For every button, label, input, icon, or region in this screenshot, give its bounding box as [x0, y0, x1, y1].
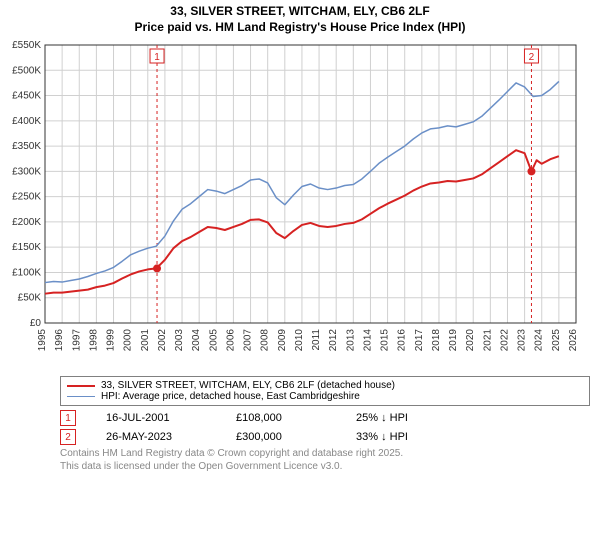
- svg-text:1997: 1997: [71, 329, 82, 352]
- svg-text:£200K: £200K: [12, 217, 41, 228]
- legend-item: HPI: Average price, detached house, East…: [67, 391, 583, 402]
- svg-text:2: 2: [529, 52, 535, 63]
- svg-text:2017: 2017: [414, 329, 425, 352]
- svg-text:2011: 2011: [311, 329, 322, 351]
- callout-date: 26-MAY-2023: [106, 431, 206, 443]
- svg-text:2003: 2003: [174, 329, 185, 352]
- svg-text:£100K: £100K: [12, 268, 41, 279]
- attribution-line-1: Contains HM Land Registry data © Crown c…: [60, 448, 590, 461]
- svg-text:2001: 2001: [140, 329, 151, 352]
- callout-row: 2 26-MAY-2023 £300,000 33% ↓ HPI: [60, 429, 590, 445]
- svg-text:2007: 2007: [243, 329, 254, 352]
- svg-text:£150K: £150K: [12, 242, 41, 253]
- svg-text:£450K: £450K: [12, 91, 41, 102]
- svg-text:1: 1: [154, 52, 160, 63]
- legend-swatch: [67, 396, 95, 397]
- svg-text:2015: 2015: [380, 329, 391, 352]
- legend-item: 33, SILVER STREET, WITCHAM, ELY, CB6 2LF…: [67, 380, 583, 391]
- title-line-1: 33, SILVER STREET, WITCHAM, ELY, CB6 2LF: [0, 4, 600, 20]
- svg-text:1996: 1996: [54, 329, 65, 352]
- svg-text:2009: 2009: [277, 329, 288, 352]
- svg-text:£550K: £550K: [12, 40, 41, 51]
- attribution-line-2: This data is licensed under the Open Gov…: [60, 461, 590, 474]
- callout-marker: 2: [60, 429, 76, 445]
- svg-text:2002: 2002: [157, 329, 168, 352]
- svg-text:2026: 2026: [568, 329, 579, 352]
- title-line-2: Price paid vs. HM Land Registry's House …: [0, 20, 600, 36]
- legend-swatch: [67, 385, 95, 387]
- svg-text:2013: 2013: [345, 329, 356, 352]
- svg-text:2022: 2022: [499, 329, 510, 352]
- callout-price: £300,000: [236, 431, 326, 443]
- callout-date: 16-JUL-2001: [106, 412, 206, 424]
- svg-text:£500K: £500K: [12, 65, 41, 76]
- svg-text:£350K: £350K: [12, 141, 41, 152]
- svg-text:£300K: £300K: [12, 167, 41, 178]
- svg-text:2024: 2024: [534, 329, 545, 352]
- svg-text:2019: 2019: [448, 329, 459, 352]
- svg-text:2020: 2020: [465, 329, 476, 352]
- callout-marker: 1: [60, 410, 76, 426]
- svg-text:2005: 2005: [208, 329, 219, 352]
- svg-text:2012: 2012: [328, 329, 339, 352]
- legend-label: HPI: Average price, detached house, East…: [101, 391, 360, 402]
- svg-text:2018: 2018: [431, 329, 442, 352]
- legend-label: 33, SILVER STREET, WITCHAM, ELY, CB6 2LF…: [101, 380, 395, 391]
- line-chart: £0 £50K £100K £150K £200K £250K £300K £350K £400…: [0, 39, 580, 367]
- svg-text:£0: £0: [30, 318, 42, 329]
- legend: 33, SILVER STREET, WITCHAM, ELY, CB6 2LF…: [60, 376, 590, 406]
- callout-table: 1 16-JUL-2001 £108,000 25% ↓ HPI 2 26-MAY-202…: [60, 410, 590, 445]
- svg-text:2023: 2023: [517, 329, 528, 352]
- svg-text:2004: 2004: [191, 329, 202, 352]
- svg-text:2006: 2006: [225, 329, 236, 352]
- attribution: Contains HM Land Registry data © Crown c…: [60, 448, 590, 473]
- svg-text:2016: 2016: [397, 329, 408, 352]
- svg-text:2000: 2000: [123, 329, 134, 352]
- chart-area: £0 £50K £100K £150K £200K £250K £300K £350K £400…: [0, 39, 600, 372]
- callout-delta: 25% ↓ HPI: [356, 412, 408, 424]
- svg-text:2014: 2014: [362, 329, 373, 352]
- callout-delta: 33% ↓ HPI: [356, 431, 408, 443]
- svg-text:2008: 2008: [260, 329, 271, 352]
- svg-text:£400K: £400K: [12, 116, 41, 127]
- svg-text:1998: 1998: [88, 329, 99, 352]
- svg-text:2025: 2025: [551, 329, 562, 352]
- svg-text:2010: 2010: [294, 329, 305, 352]
- svg-text:1995: 1995: [37, 329, 48, 352]
- svg-text:£50K: £50K: [18, 293, 42, 304]
- svg-text:1999: 1999: [106, 329, 117, 352]
- chart-title: 33, SILVER STREET, WITCHAM, ELY, CB6 2LF…: [0, 0, 600, 35]
- svg-text:2021: 2021: [482, 329, 493, 352]
- callout-price: £108,000: [236, 412, 326, 424]
- svg-text:£250K: £250K: [12, 192, 41, 203]
- callout-row: 1 16-JUL-2001 £108,000 25% ↓ HPI: [60, 410, 590, 426]
